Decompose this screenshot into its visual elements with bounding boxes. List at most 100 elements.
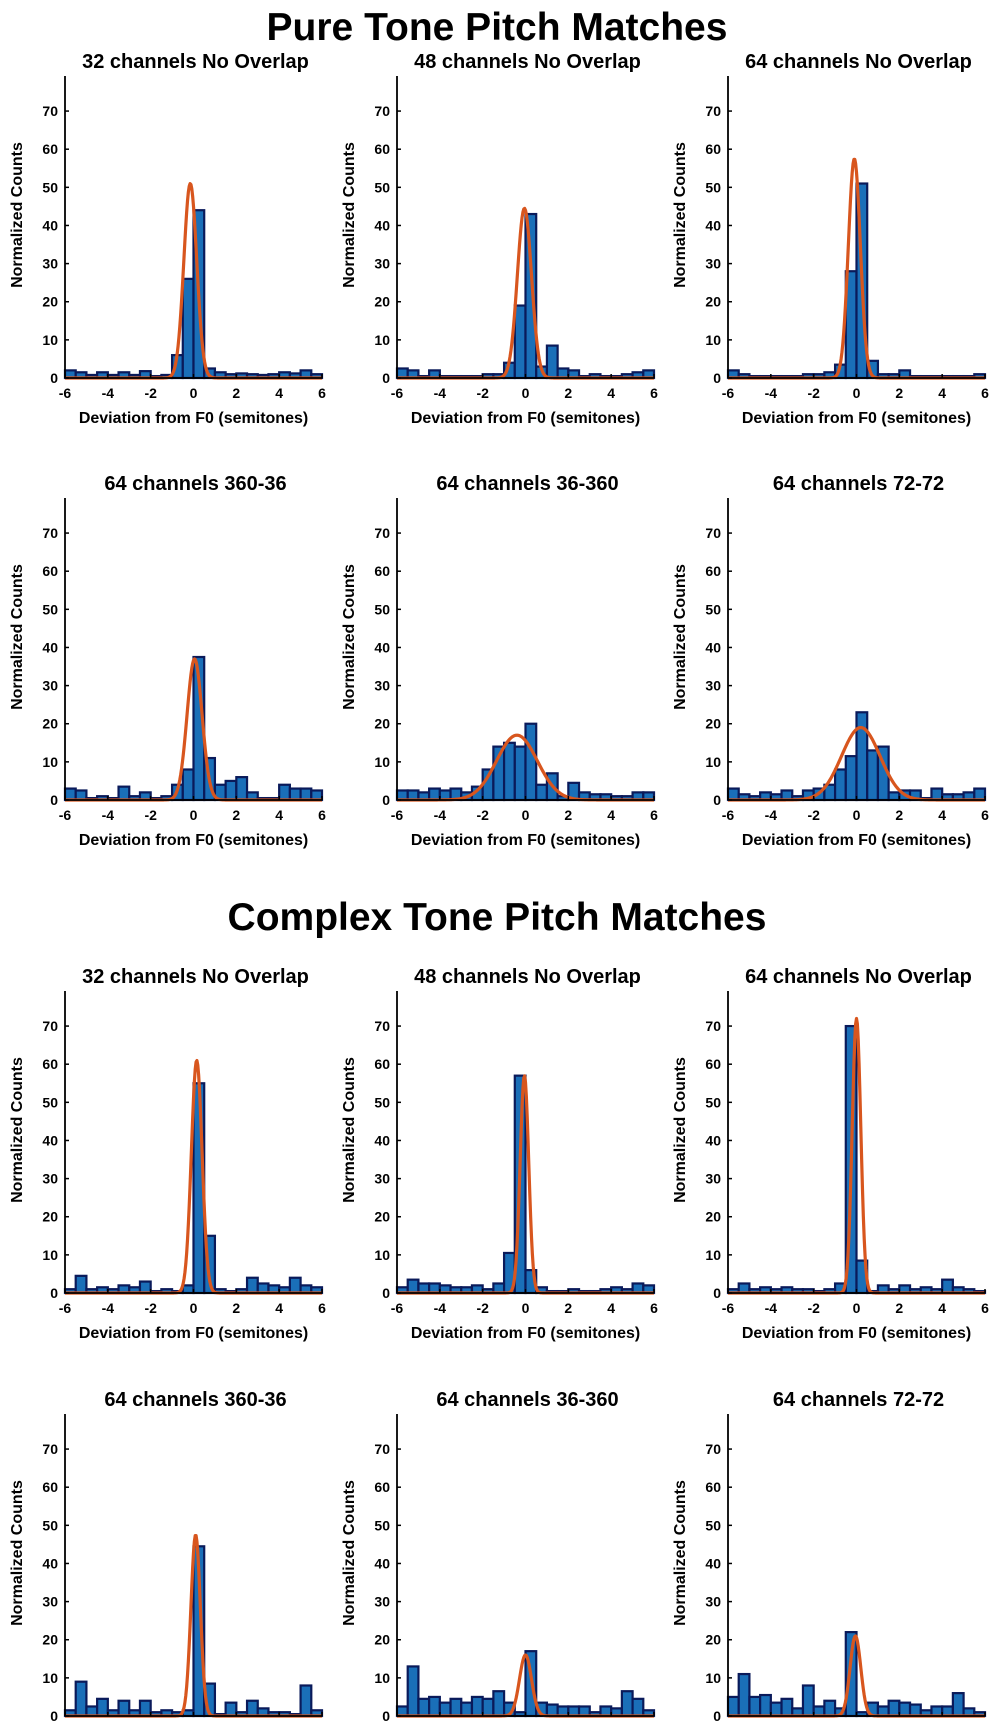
chart-pure-3-xlabel: Deviation from F0 (semitones) (742, 410, 971, 427)
chart-complex-5-bar-9 (481, 1697, 495, 1718)
chart-pure-6-ytick-label: 70 (705, 525, 721, 541)
chart-pure-4-ytick-label: 60 (42, 563, 58, 579)
chart-pure-2-xtick-label: 4 (607, 385, 615, 401)
chart-complex-5-ytick-label: 0 (382, 1708, 390, 1721)
chart-pure-2-xtick-label: 2 (564, 385, 572, 401)
chart-pure-2-xtick-label: 0 (522, 385, 530, 401)
chart-complex-1-bar-2 (74, 1274, 88, 1295)
chart-pure-2-ytick-label: 40 (374, 217, 390, 233)
chart-complex-1-bar-8 (138, 1280, 152, 1295)
chart-pure-1-xtick-label: 2 (232, 385, 240, 401)
chart-complex-1-ytick-label: 0 (50, 1285, 58, 1301)
chart-complex-3-bar-21 (941, 1278, 954, 1295)
chart-pure-6-ytick-label: 40 (705, 639, 721, 655)
chart-complex-3-xtick-label: 4 (938, 1300, 946, 1316)
chart-complex-6-bar-10 (823, 1699, 837, 1718)
chart-pure-1-ytick-label: 20 (42, 294, 58, 310)
chart-pure-5-xtick-label: 4 (607, 807, 615, 823)
chart-pure-5-bar-13 (524, 722, 538, 802)
chart-pure-5-xtick-label: -2 (476, 807, 489, 823)
chart-pure-6-bar-11 (833, 768, 847, 802)
chart-pure-2-bar-12 (513, 304, 527, 380)
chart-pure-4-xlabel: Deviation from F0 (semitones) (79, 832, 308, 849)
chart-complex-2-xtick-label: -6 (391, 1300, 404, 1316)
chart-pure-6-bar-16 (887, 791, 901, 802)
chart-complex-1-xtick-label: 4 (275, 1300, 283, 1316)
chart-complex-4-ytick-label: 50 (42, 1517, 58, 1533)
chart-complex-1-bar-12 (181, 1284, 195, 1295)
chart-pure-2-title: 48 channels No Overlap (414, 51, 641, 73)
chart-complex-6-ytick-label: 0 (713, 1708, 721, 1721)
chart-complex-3-xtick-label: 0 (853, 1300, 861, 1316)
chart-pure-1-xtick-label: 4 (275, 385, 283, 401)
chart-pure-4-ytick-label: 10 (42, 754, 58, 770)
chart-pure-5-title: 64 channels 36-360 (436, 473, 618, 495)
chart-pure-6-xtick-label: -6 (722, 807, 735, 823)
chart-pure-1-xlabel: Deviation from F0 (semitones) (79, 410, 308, 427)
chart-complex-5-bar-2 (406, 1665, 420, 1718)
chart-complex-6-bar-2 (737, 1672, 751, 1718)
chart-pure-5-ytick-label: 20 (374, 716, 390, 732)
chart-pure-4-xtick-label: 4 (275, 807, 283, 823)
chart-complex-2-xtick-label: 0 (522, 1300, 530, 1316)
chart-pure-5-xtick-label: 2 (564, 807, 572, 823)
chart-pure-3-xtick-label: -4 (765, 385, 778, 401)
chart-complex-5-bar-7 (460, 1701, 474, 1718)
chart-pure-4-ylabel: Normalized Counts (9, 564, 26, 710)
chart-pure-4-bar-1 (63, 787, 77, 802)
chart-pure-2-ytick-label: 30 (374, 256, 390, 272)
chart-complex-1: 32 channels No Overlap010203040506070-6-… (9, 966, 326, 1342)
chart-complex-3-title: 64 channels No Overlap (745, 966, 972, 988)
chart-complex-5-title: 64 channels 36-360 (436, 1389, 618, 1411)
chart-pure-4-xtick-label: -6 (59, 807, 72, 823)
chart-pure-1-title: 32 channels No Overlap (82, 51, 309, 73)
chart-pure-6-ytick-label: 10 (705, 754, 721, 770)
chart-pure-6: 64 channels 72-72 0 10 20 30 40 50 60 70 -6 -4 -2 0 2… (672, 473, 989, 849)
chart-complex-1-ytick-label: 30 (42, 1171, 58, 1187)
chart-pure-2-xlabel: Deviation from F0 (semitones) (411, 410, 640, 427)
chart-pure-2-bar-13 (524, 212, 538, 380)
chart-pure-3-xtick-label: 2 (895, 385, 903, 401)
chart-pure-1-ytick-label: 50 (42, 179, 58, 195)
chart-pure-1-ytick-label: 60 (42, 141, 58, 157)
chart-pure-5-bar-14 (535, 783, 549, 802)
chart-complex-5-bar-22 (620, 1690, 634, 1718)
chart-complex-5-bar-6 (449, 1697, 463, 1718)
chart-pure-6-ytick-label: 20 (705, 716, 721, 732)
chart-pure-4-ytick-label: 50 (42, 601, 58, 617)
panels-group: 32 channels No Overlap010203040506070-6-… (9, 51, 989, 1721)
chart-pure-3-ylabel: Normalized Counts (672, 142, 689, 288)
chart-pure-3-title: 64 channels No Overlap (745, 51, 972, 73)
chart-pure-6-bar-12 (844, 755, 858, 802)
chart-complex-6-ylabel: Normalized Counts (672, 1480, 689, 1626)
chart-pure-4-ytick-label: 40 (42, 639, 58, 655)
chart-complex-4-bar-4 (96, 1697, 109, 1718)
chart-pure-3: 64 channels No Overlap010203040506070-6-… (672, 51, 989, 427)
chart-pure-2-xtick-label: -6 (391, 385, 404, 401)
chart-pure-6-xtick-label: -2 (807, 807, 820, 823)
chart-pure-6-xtick-label: 0 (853, 807, 861, 823)
chart-complex-4-ytick-label: 30 (42, 1594, 58, 1610)
chart-complex-5-ylabel: Normalized Counts (341, 1480, 358, 1626)
chart-pure-4-ytick-label: 30 (42, 678, 58, 694)
chart-complex-3-ytick-label: 40 (705, 1132, 721, 1148)
chart-pure-4-ytick-label: 20 (42, 716, 58, 732)
chart-complex-1-ytick-label: 60 (42, 1056, 58, 1072)
chart-pure-5-ytick-label: 40 (374, 639, 390, 655)
chart-pure-1-xtick-label: -4 (102, 385, 115, 401)
chart-complex-1-xtick-label: 2 (232, 1300, 240, 1316)
chart-complex-1-xtick-label: 0 (190, 1300, 198, 1316)
chart-complex-6-bar-5 (769, 1701, 783, 1718)
chart-complex-5-bar-23 (631, 1697, 645, 1718)
chart-complex-6-bar-16 (887, 1699, 901, 1718)
chart-complex-6-bar-17 (898, 1701, 912, 1718)
chart-pure-5-bar-12 (513, 745, 527, 802)
chart-complex-1-ytick-label: 20 (42, 1209, 58, 1225)
chart-complex-2-xtick-label: -2 (476, 1300, 489, 1316)
chart-pure-5-xtick-label: -4 (434, 807, 447, 823)
chart-complex-5-ytick-label: 50 (374, 1517, 390, 1533)
chart-pure-4-xtick-label: 6 (318, 807, 326, 823)
chart-complex-2: 48 channels No Overlap010203040506070-6-… (341, 966, 658, 1342)
chart-complex-4-bar-6 (117, 1699, 131, 1718)
chart-complex-3-ytick-label: 10 (705, 1247, 721, 1263)
